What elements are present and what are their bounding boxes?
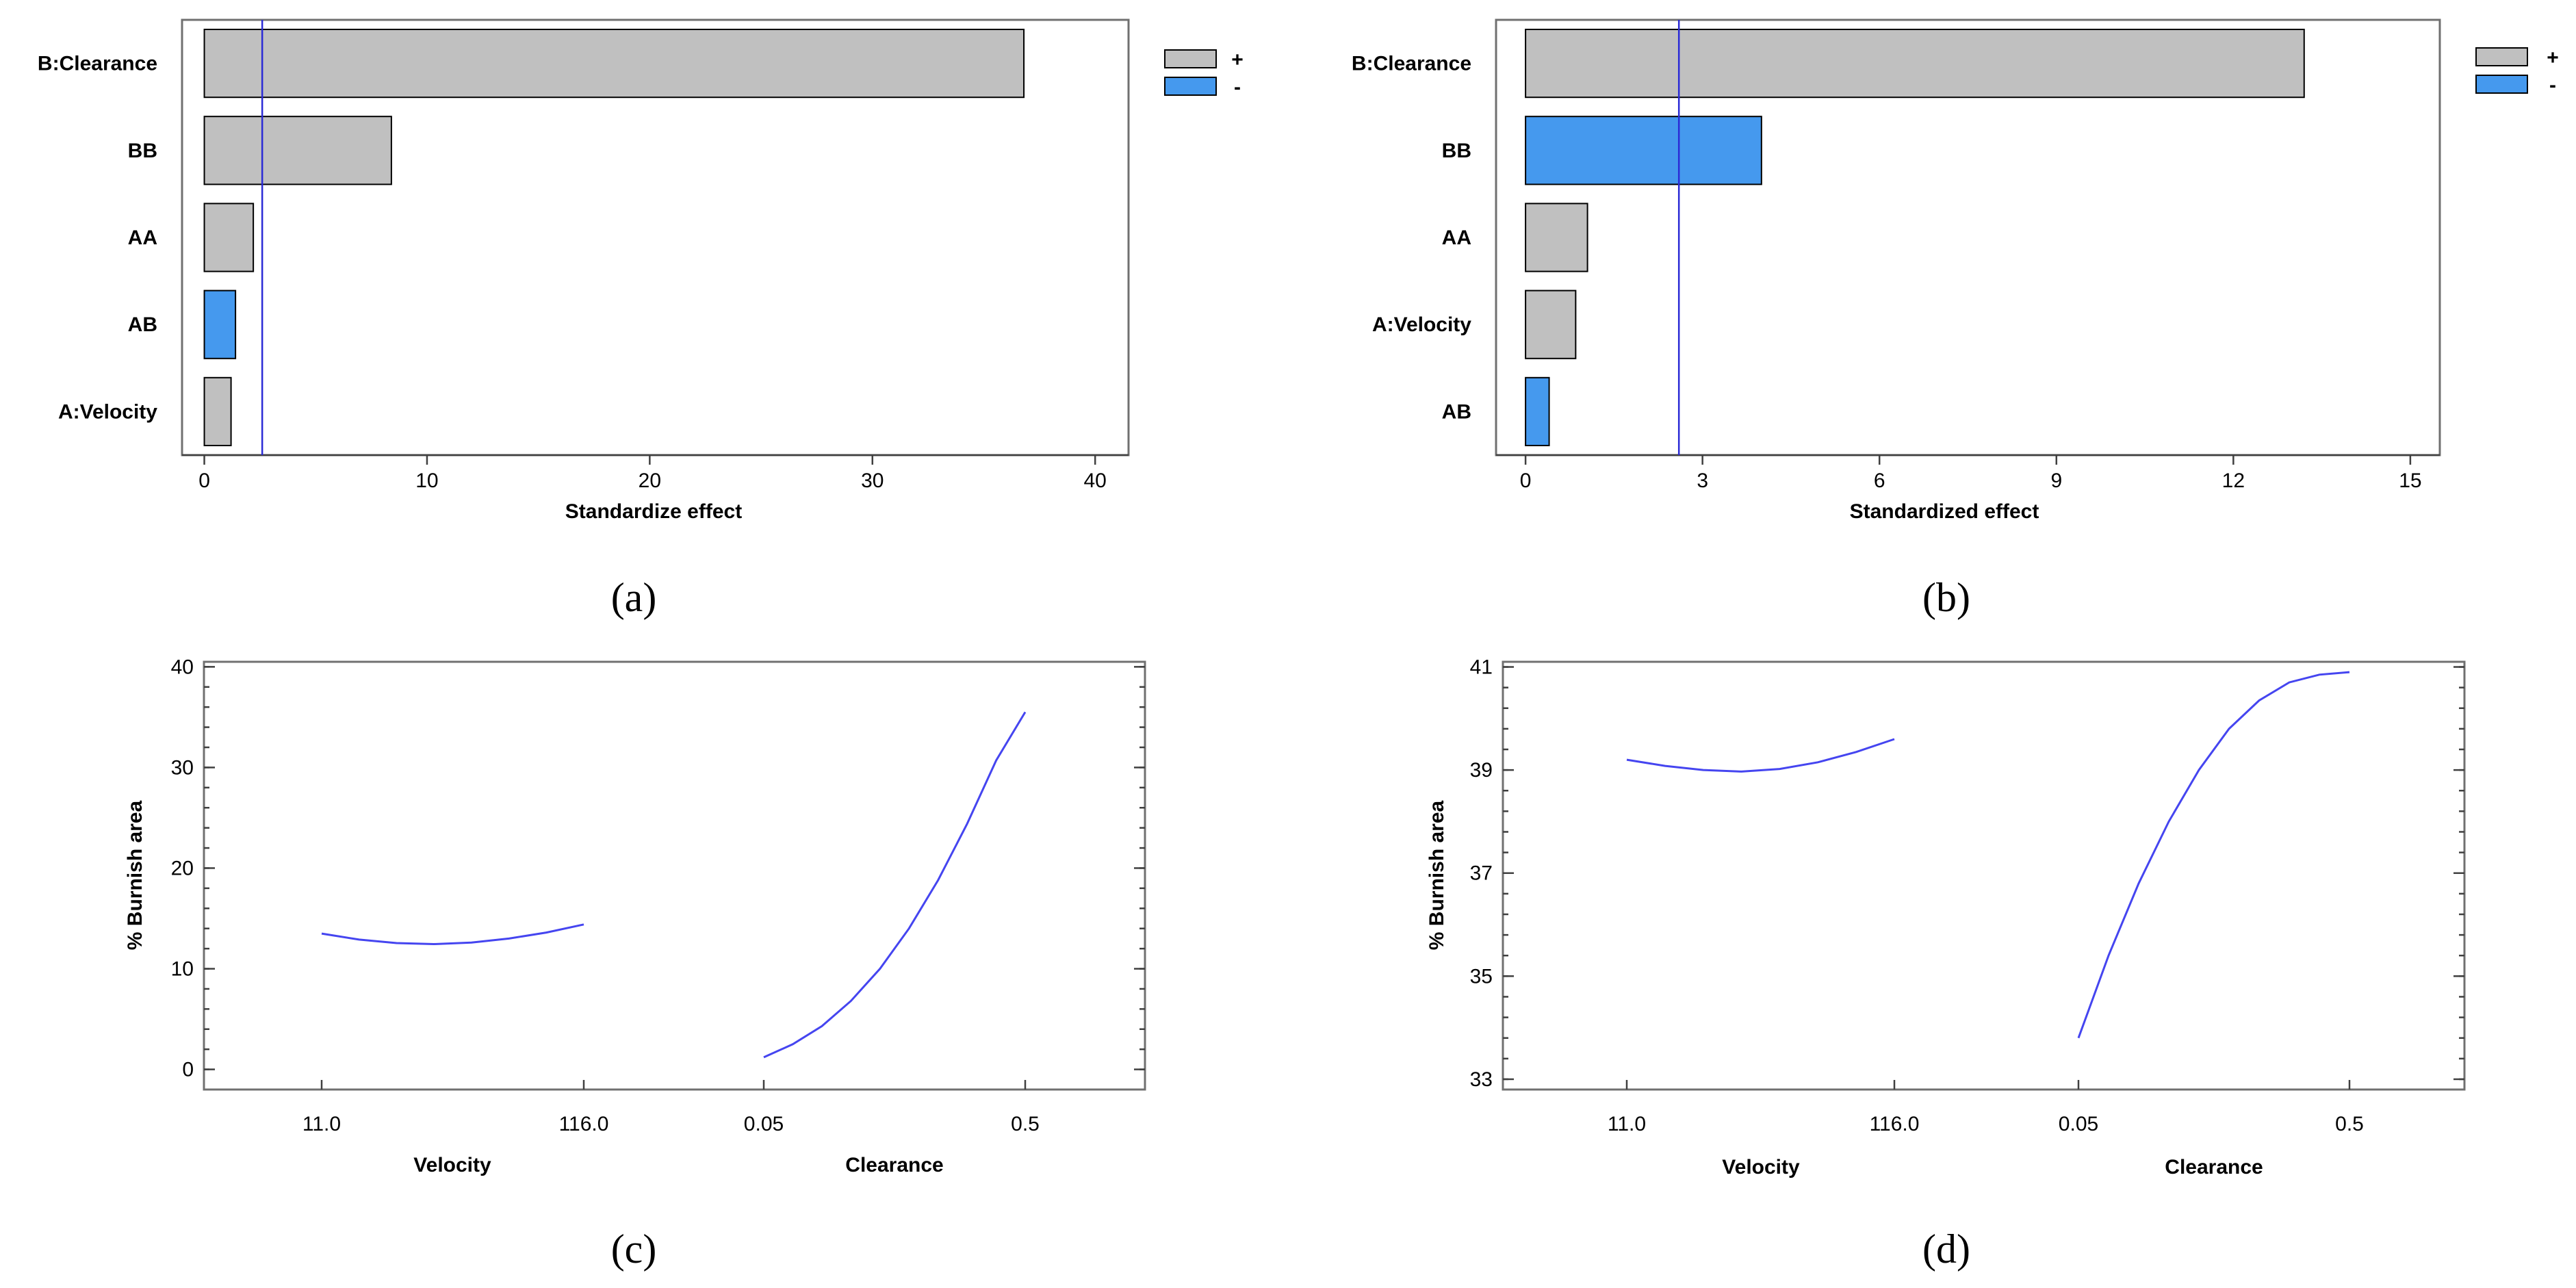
bar-ab <box>203 289 237 359</box>
x-tick-label-9: 9 <box>2050 469 2062 492</box>
category-label-bb: BB <box>1442 140 1471 162</box>
x-tick-label-30: 30 <box>861 469 884 492</box>
category-label-b-clearance: B:Clearance <box>1352 53 1471 75</box>
category-label-a-velocity: A:Velocity <box>1372 313 1471 336</box>
y-axis-title: % Burnish area <box>1426 800 1448 950</box>
y-tick-label-40: 40 <box>171 656 194 678</box>
plot-frame <box>1502 660 2466 1091</box>
bar-a-velocity <box>1525 289 1577 359</box>
x-tick-label-40: 40 <box>1084 469 1107 492</box>
y-tick-label-39: 39 <box>1470 759 1493 782</box>
category-label-ab: AB <box>128 313 157 336</box>
y-tick-label-30: 30 <box>171 756 194 779</box>
velocity-low-label: 11.0 <box>1608 1113 1646 1135</box>
x-tick-label-6: 6 <box>1874 469 1885 492</box>
x-tick-label-0: 0 <box>198 469 210 492</box>
main-effects-chart-c: % Burnish area Velocity Clearance 11.0 1… <box>124 656 1146 1272</box>
bar-ab <box>1525 376 1550 447</box>
category-label-a-velocity: A:Velocity <box>58 400 157 423</box>
bar-aa <box>1525 203 1588 272</box>
group-title-velocity: Velocity <box>413 1154 491 1176</box>
velocity-high-label: 116.0 <box>559 1113 609 1135</box>
x-tick-label-0: 0 <box>1520 469 1532 492</box>
clearance-low-label: 0.05 <box>2059 1113 2098 1135</box>
effect-line-velocity <box>321 923 584 946</box>
x-tick-label-10: 10 <box>415 469 438 492</box>
x-axis-title: Standardize effect <box>565 500 742 523</box>
bar-b-clearance <box>203 28 1025 99</box>
x-axis-title: Standardized effect <box>1850 500 2039 523</box>
effect-line-clearance <box>763 711 1027 1059</box>
legend-swatch-positive <box>1164 49 1217 68</box>
pareto-chart-b: Standardized effect (b) + - B:Clearance B… <box>1352 18 2559 620</box>
velocity-high-label: 116.0 <box>1870 1113 1920 1135</box>
clearance-high-label: 0.5 <box>2335 1113 2364 1135</box>
category-label-aa: AA <box>128 227 157 249</box>
legend-swatch-negative <box>1164 77 1217 96</box>
category-label-b-clearance: B:Clearance <box>38 53 157 75</box>
legend-swatch-negative <box>2475 75 2528 94</box>
panel-label: (a) <box>611 575 657 620</box>
pareto-chart-a: Standardize effect (a) + - B:Clearance BB… <box>38 18 1244 620</box>
y-tick-label-41: 41 <box>1470 656 1493 679</box>
legend-label-positive: + <box>2547 47 2559 69</box>
y-tick-label-37: 37 <box>1470 862 1493 885</box>
panel-label: (c) <box>611 1226 657 1272</box>
bar-bb <box>203 116 392 185</box>
effect-line-velocity <box>1626 738 1895 773</box>
legend: + - <box>2475 47 2559 96</box>
x-tick-label-12: 12 <box>2222 469 2245 492</box>
velocity-low-label: 11.0 <box>302 1113 341 1135</box>
category-label-aa: AA <box>1442 227 1471 249</box>
clearance-high-label: 0.5 <box>1011 1113 1040 1135</box>
category-label-ab: AB <box>1442 400 1471 423</box>
y-tick-label-20: 20 <box>171 857 194 879</box>
x-tick-label-3: 3 <box>1697 469 1708 492</box>
legend-swatch-positive <box>2475 47 2528 66</box>
legend: + - <box>1164 49 1244 99</box>
legend-label-negative: - <box>1234 76 1241 99</box>
category-label-bb: BB <box>128 140 157 162</box>
y-tick-label-10: 10 <box>171 958 194 981</box>
x-tick-label-20: 20 <box>639 469 661 492</box>
group-title-clearance: Clearance <box>2165 1156 2263 1178</box>
bar-aa <box>203 203 255 272</box>
effect-line-clearance <box>2077 671 2350 1039</box>
x-tick-label-15: 15 <box>2399 469 2421 492</box>
y-tick-label-0: 0 <box>182 1059 194 1081</box>
clearance-low-label: 0.05 <box>744 1113 784 1135</box>
legend-label-negative: - <box>2549 74 2556 96</box>
y-tick-label-33: 33 <box>1470 1068 1493 1091</box>
legend-label-positive: + <box>1231 49 1244 71</box>
bar-bb <box>1525 116 1762 185</box>
group-title-clearance: Clearance <box>845 1154 943 1176</box>
plot-frame <box>203 660 1146 1091</box>
panel-label: (b) <box>1922 575 1970 620</box>
y-tick-label-35: 35 <box>1470 965 1493 988</box>
bar-a-velocity <box>203 376 232 447</box>
y-axis-title: % Burnish area <box>124 800 146 950</box>
group-title-velocity: Velocity <box>1722 1156 1800 1178</box>
bar-b-clearance <box>1525 28 2305 99</box>
main-effects-chart-d: % Burnish area Velocity Clearance 11.0 1… <box>1426 656 2466 1272</box>
panel-label: (d) <box>1922 1226 1970 1272</box>
